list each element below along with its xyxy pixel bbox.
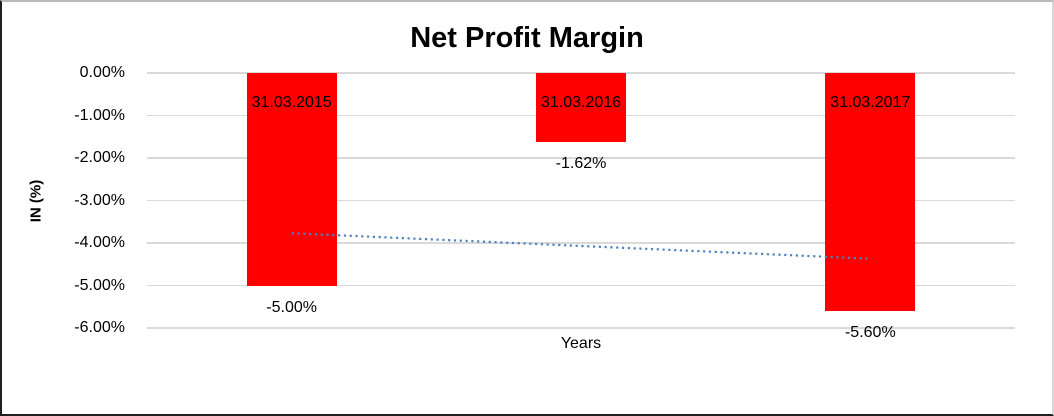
value-label: -5.60% (844, 324, 896, 341)
gridline (147, 157, 1015, 159)
bar-31.03.2016 (536, 73, 626, 142)
bar-31.03.2017 (825, 73, 916, 311)
y-axis-tick-label: -1.00% (74, 106, 125, 124)
x-axis-title: Years (560, 335, 602, 352)
y-axis-tick-label: 0.00% (79, 64, 125, 81)
y-axis-tick-label: -5.00% (74, 276, 125, 294)
y-axis-tick-label: -3.00% (74, 191, 125, 209)
category-label: 31.03.2016 (540, 94, 622, 111)
gridline (147, 327, 1015, 329)
gridline (147, 284, 1015, 287)
y-axis-tick-label: -4.00% (74, 234, 125, 251)
category-label: 31.03.2017 (830, 94, 911, 111)
category-label: 31.03.2015 (251, 94, 332, 111)
y-axis-tick-label: -2.00% (74, 149, 125, 166)
value-label: -1.62% (555, 154, 607, 172)
chart-title: Net Profit Margin (410, 22, 644, 54)
y-axis-tick-label: -6.00% (74, 319, 125, 336)
gridline (147, 199, 1015, 202)
value-label: -5.00% (266, 298, 318, 316)
